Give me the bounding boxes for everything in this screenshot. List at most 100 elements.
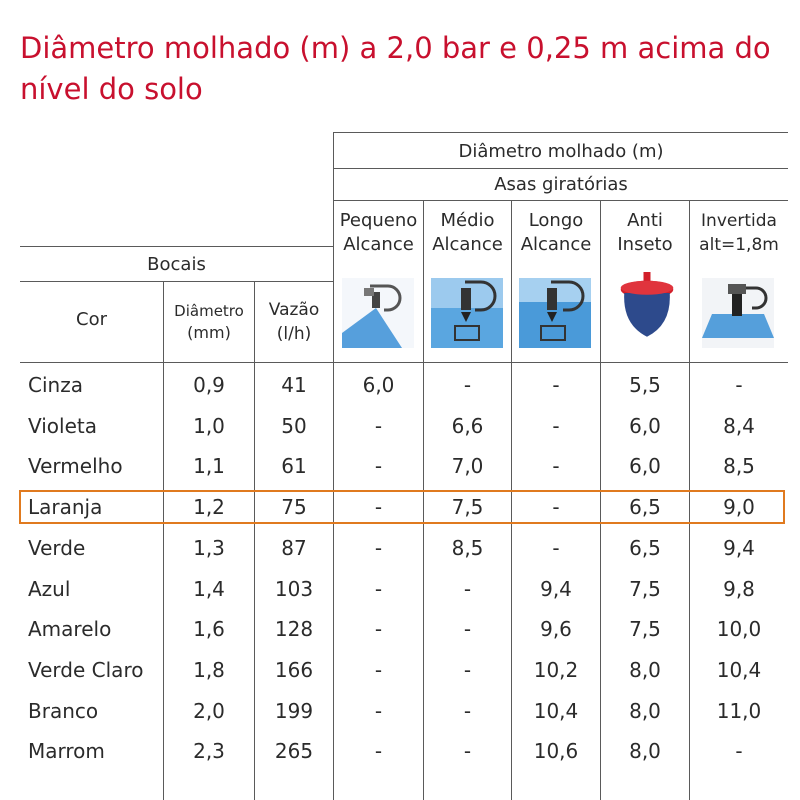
cell-diametro: 1,6 <box>193 617 225 642</box>
cell-pequeno: - <box>374 576 383 601</box>
cell-longo: - <box>552 454 560 479</box>
rule-top <box>333 132 788 133</box>
vrule-3 <box>511 200 512 800</box>
pequeno-alcance-icon <box>342 278 414 348</box>
vrule-5 <box>689 200 690 800</box>
cell-longo: - <box>552 373 560 397</box>
vazao-header-line2: (l/h) <box>276 324 312 344</box>
cell-pequeno: - <box>374 535 383 560</box>
cell-medio: 8,5 <box>451 535 484 560</box>
cell-diametro: 2,3 <box>193 739 225 764</box>
cell-cor: Verde Claro <box>28 657 144 682</box>
cell-cor: Laranja <box>28 495 103 520</box>
group-header-sub: Asas giratórias <box>494 174 628 195</box>
cell-anti: 6,5 <box>629 495 661 520</box>
cell-pequeno: 6,0 <box>362 373 395 397</box>
cell-medio: - <box>463 576 472 601</box>
invertida-header-line2: alt=1,8m <box>699 235 779 255</box>
cell-medio: 7,5 <box>451 495 484 520</box>
diametro-header: Diâmetro (mm) <box>164 292 254 352</box>
anti-header: Anti Inseto <box>601 206 689 260</box>
group-header-main: Diâmetro molhado (m) <box>458 141 664 162</box>
cell-vazao: 41 <box>281 373 307 397</box>
cell-pequeno: - <box>374 698 383 723</box>
cell-pequeno: - <box>374 454 383 479</box>
medio-alcance-icon <box>431 278 503 348</box>
vazao-header-line1: Vazão <box>268 300 320 320</box>
cell-pequeno: - <box>374 617 383 642</box>
bocais-header: Bocais <box>147 254 206 275</box>
cell-diametro: 1,0 <box>193 413 225 438</box>
cell-vazao: 166 <box>274 657 314 682</box>
cell-medio: - <box>463 739 472 764</box>
cell-vazao: 103 <box>274 576 314 601</box>
cell-pequeno: - <box>374 495 383 520</box>
cell-cor: Marrom <box>28 739 105 764</box>
cell-anti: 8,0 <box>629 657 661 682</box>
cell-anti: 8,0 <box>629 698 661 723</box>
cell-diametro: 1,8 <box>193 657 225 682</box>
cell-longo: 9,6 <box>540 617 572 642</box>
rule-group-main <box>333 168 788 169</box>
cell-pequeno: - <box>374 657 383 682</box>
cell-invertida: 9,4 <box>723 535 755 560</box>
pequeno-header-line2: Alcance <box>343 234 414 255</box>
cell-medio: 6,6 <box>451 413 484 438</box>
cell-diametro: 2,0 <box>193 698 225 723</box>
cell-cor: Violeta <box>28 413 97 438</box>
pequeno-header: Pequeno Alcance <box>334 206 423 260</box>
longo-header-line1: Longo <box>528 210 584 231</box>
anti-header-line1: Anti <box>627 210 663 231</box>
cell-cor: Verde <box>28 535 86 560</box>
cell-vazao: 265 <box>274 739 314 764</box>
cell-pequeno: - <box>374 413 383 438</box>
cell-longo: - <box>552 413 560 438</box>
longo-header-line2: Alcance <box>520 234 592 255</box>
page-title: Diâmetro molhado (m) a 2,0 bar e 0,25 m … <box>20 31 771 106</box>
cell-invertida: - <box>735 373 743 397</box>
cell-cor: Amarelo <box>28 617 112 642</box>
cell-invertida: 9,8 <box>723 576 755 601</box>
diametro-header-line1: Diâmetro <box>174 302 244 320</box>
medio-header-line2: Alcance <box>432 234 503 255</box>
highlighted-row-box <box>19 490 785 524</box>
diametro-header-line2: (mm) <box>187 323 231 342</box>
cell-anti: 6,5 <box>629 535 661 560</box>
cell-anti: 6,0 <box>629 454 661 479</box>
cell-longo: 9,4 <box>540 576 572 601</box>
cell-longo: 10,2 <box>533 657 579 682</box>
cell-vazao: 87 <box>281 535 307 560</box>
cell-vazao: 75 <box>281 495 307 520</box>
anti-inseto-icon <box>620 272 674 337</box>
cell-vazao: 61 <box>281 454 307 479</box>
cell-invertida: 10,0 <box>716 617 762 642</box>
vazao-header: Vazão (l/h) <box>255 292 333 352</box>
longo-header: Longo Alcance <box>512 206 600 260</box>
cor-header: Cor <box>76 309 107 330</box>
vrule-cor <box>163 282 164 800</box>
invertida-icon <box>702 278 774 348</box>
invertida-header: Invertida alt=1,8m <box>690 206 788 260</box>
cell-medio: - <box>463 373 472 397</box>
cell-medio: 7,0 <box>451 454 484 479</box>
longo-alcance-icon <box>519 278 591 348</box>
invertida-header-line1: Invertida <box>701 211 777 231</box>
cell-diametro: 0,9 <box>193 373 225 397</box>
anti-header-line2: Inseto <box>617 234 673 255</box>
cell-medio: - <box>463 617 472 642</box>
cell-vazao: 199 <box>274 698 314 723</box>
pequeno-header-line1: Pequeno <box>339 210 418 231</box>
cell-diametro: 1,1 <box>193 454 225 479</box>
cell-vazao: 50 <box>281 413 307 438</box>
medio-header: Médio Alcance <box>424 206 511 260</box>
cell-anti: 5,5 <box>629 373 661 397</box>
cell-diametro: 1,3 <box>193 535 225 560</box>
cell-medio: - <box>463 657 472 682</box>
cell-vazao: 128 <box>274 617 314 642</box>
cell-longo: 10,6 <box>533 739 579 764</box>
rule-group-sub <box>333 200 788 201</box>
cell-invertida: - <box>735 739 743 764</box>
cell-invertida: 8,4 <box>723 413 755 438</box>
cell-medio: - <box>463 698 472 723</box>
rule-bocais-top <box>20 246 333 247</box>
